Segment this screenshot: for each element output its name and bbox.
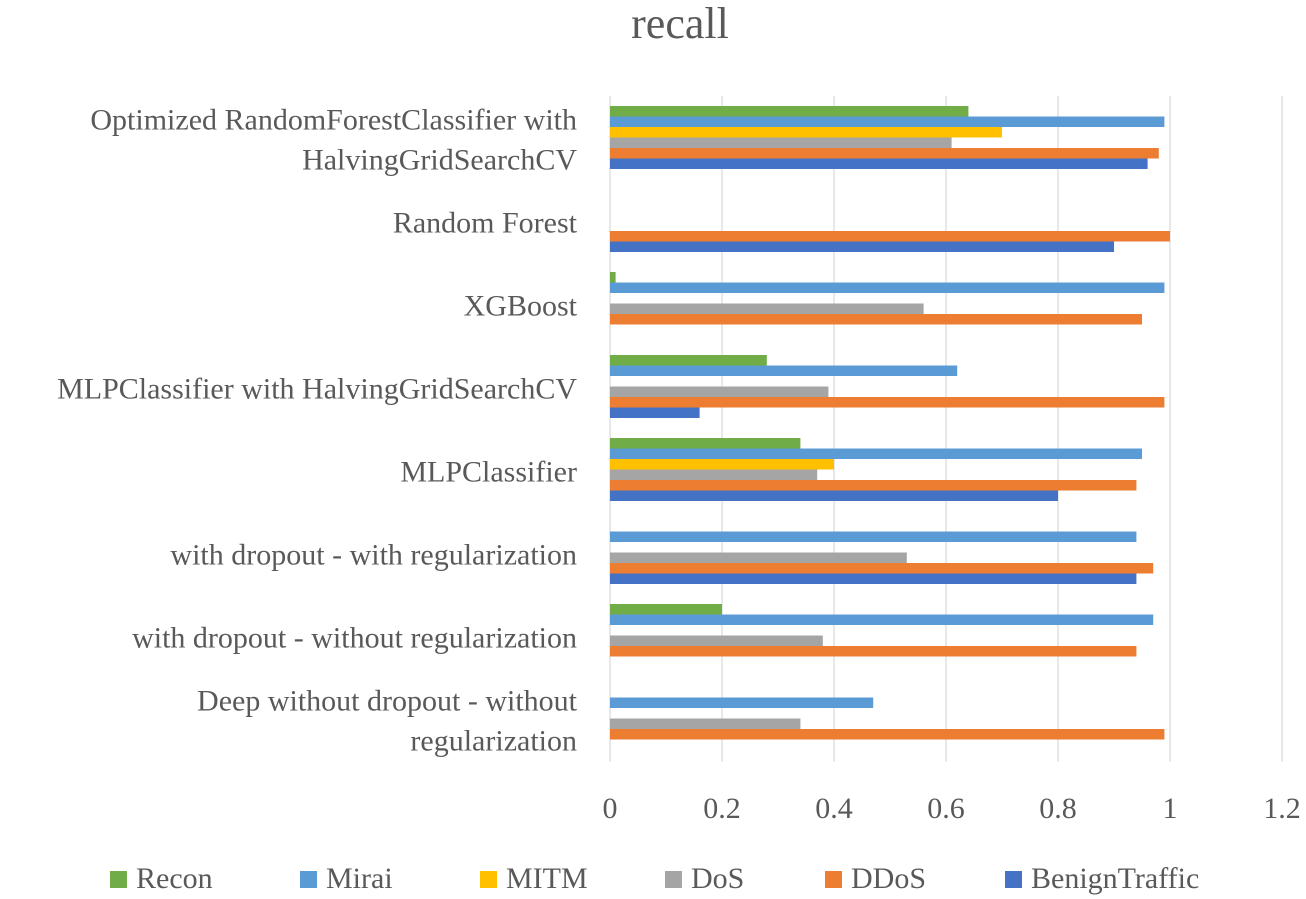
legend-item-mitm[interactable]: MITM bbox=[480, 862, 588, 895]
bar-recon-3 bbox=[610, 355, 767, 366]
x-tick-label-4: 0.8 bbox=[1039, 792, 1077, 825]
category-labels: Optimized RandomForestClassifier with Hal… bbox=[57, 104, 578, 758]
x-tick-label-2: 0.4 bbox=[815, 792, 853, 825]
legend-swatch-ddos bbox=[825, 871, 842, 888]
category-label-1-line-0: Random Forest bbox=[393, 207, 578, 240]
bar-mirai-3 bbox=[610, 365, 958, 376]
legend-item-ddos[interactable]: DDoS bbox=[825, 862, 926, 895]
gridlines bbox=[609, 96, 1283, 762]
legend-label-dos: DoS bbox=[691, 862, 744, 895]
legend[interactable]: Recon Mirai MITM DoS DDoS BenignTraffic bbox=[110, 862, 1199, 895]
bar-mitm-0 bbox=[610, 127, 1002, 138]
category-label-3-line-0: MLPClassifier with HalvingGridSearchCV bbox=[57, 373, 577, 406]
legend-label-mitm: MITM bbox=[506, 862, 588, 895]
category-label-7-line-1: regularization bbox=[410, 725, 577, 758]
bar-ddos-4 bbox=[610, 480, 1137, 491]
x-tick-label-6: 1.2 bbox=[1263, 792, 1301, 825]
legend-item-mirai[interactable]: Mirai bbox=[300, 862, 393, 895]
x-tick-label-5: 1 bbox=[1163, 792, 1178, 825]
category-label-7-line-0: Deep without dropout - without bbox=[197, 685, 578, 718]
bar-dos-6 bbox=[610, 635, 823, 646]
legend-label-ddos: DDoS bbox=[851, 862, 926, 895]
bar-benigntraffic-4 bbox=[610, 490, 1058, 501]
legend-item-recon[interactable]: Recon bbox=[110, 862, 213, 895]
bar-benigntraffic-5 bbox=[610, 573, 1137, 584]
legend-swatch-mirai bbox=[300, 871, 317, 888]
bar-ddos-1 bbox=[610, 231, 1170, 242]
legend-item-benigntraffic[interactable]: BenignTraffic bbox=[1005, 862, 1199, 895]
bar-ddos-2 bbox=[610, 314, 1142, 325]
category-label-6-line-0: with dropout - without regularization bbox=[132, 622, 577, 655]
bar-dos-3 bbox=[610, 386, 829, 397]
x-tick-label-0: 0 bbox=[603, 792, 618, 825]
category-label-5-line-0: with dropout - with regularization bbox=[170, 539, 577, 572]
legend-swatch-recon bbox=[110, 871, 127, 888]
bar-dos-2 bbox=[610, 303, 924, 314]
legend-label-recon: Recon bbox=[136, 862, 213, 895]
bar-dos-7 bbox=[610, 718, 801, 729]
legend-label-benigntraffic: BenignTraffic bbox=[1031, 862, 1199, 895]
legend-swatch-dos bbox=[665, 871, 682, 888]
bar-ddos-6 bbox=[610, 646, 1137, 657]
legend-swatch-benigntraffic bbox=[1005, 871, 1022, 888]
bar-ddos-5 bbox=[610, 563, 1154, 574]
bar-dos-4 bbox=[610, 469, 818, 480]
bar-benigntraffic-0 bbox=[610, 158, 1148, 169]
bar-dos-5 bbox=[610, 552, 907, 563]
bar-recon-0 bbox=[610, 106, 969, 117]
x-tick-label-1: 0.2 bbox=[703, 792, 741, 825]
bar-mirai-0 bbox=[610, 116, 1165, 127]
legend-item-dos[interactable]: DoS bbox=[665, 862, 744, 895]
bars bbox=[610, 106, 1170, 740]
bar-mirai-2 bbox=[610, 282, 1165, 293]
bar-mitm-4 bbox=[610, 459, 834, 470]
category-label-4-line-0: MLPClassifier bbox=[400, 456, 577, 489]
bar-recon-4 bbox=[610, 438, 801, 449]
bar-ddos-7 bbox=[610, 729, 1165, 740]
bar-benigntraffic-3 bbox=[610, 407, 700, 418]
x-tick-labels: 0 0.2 0.4 0.6 0.8 1 1.2 bbox=[603, 792, 1301, 825]
bar-dos-0 bbox=[610, 137, 952, 148]
chart-title: recall bbox=[631, 0, 729, 48]
bar-ddos-3 bbox=[610, 397, 1165, 408]
category-label-2-line-0: XGBoost bbox=[464, 290, 578, 323]
category-label-0-line-0: Optimized RandomForestClassifier with bbox=[90, 104, 577, 137]
bar-mirai-4 bbox=[610, 448, 1142, 459]
bar-mirai-7 bbox=[610, 697, 874, 708]
bar-recon-6 bbox=[610, 604, 722, 615]
bar-benigntraffic-1 bbox=[610, 241, 1114, 252]
bar-recon-2 bbox=[610, 272, 616, 283]
category-label-0-line-1: HalvingGridSearchCV bbox=[302, 144, 577, 177]
bar-mirai-6 bbox=[610, 614, 1154, 625]
bar-ddos-0 bbox=[610, 148, 1159, 159]
legend-swatch-mitm bbox=[480, 871, 497, 888]
x-tick-label-3: 0.6 bbox=[927, 792, 965, 825]
legend-label-mirai: Mirai bbox=[326, 862, 393, 895]
bar-mirai-5 bbox=[610, 531, 1137, 542]
